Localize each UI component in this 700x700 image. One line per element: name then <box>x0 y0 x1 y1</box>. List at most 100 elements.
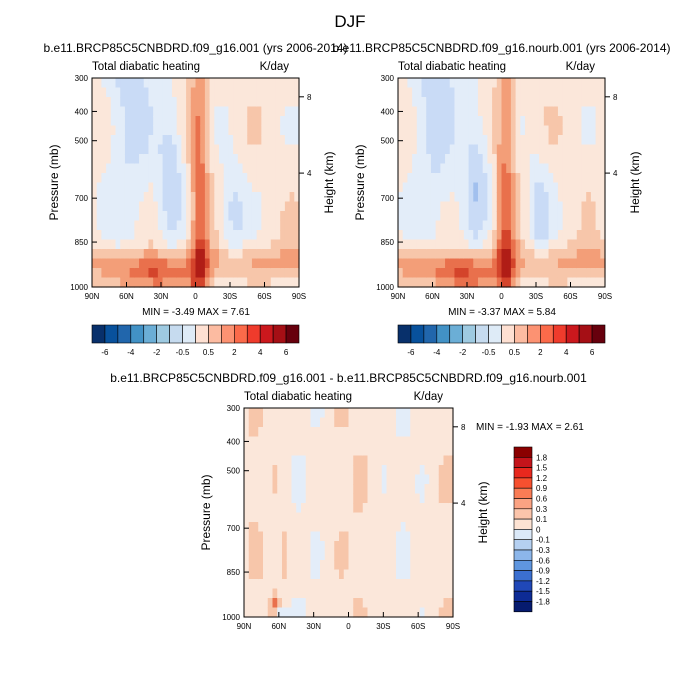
field-cell <box>410 408 416 419</box>
colorbar-box <box>513 590 533 602</box>
field-cell <box>310 474 316 485</box>
field-cell <box>415 579 421 590</box>
field-cell <box>353 569 359 580</box>
field-cell <box>294 78 300 89</box>
field-cell <box>129 220 135 231</box>
field-cell <box>429 484 435 495</box>
field-cell <box>377 408 383 419</box>
field-cell <box>101 97 107 108</box>
field-cell <box>438 503 445 514</box>
field-cell <box>410 579 416 590</box>
field-cell <box>405 503 411 514</box>
field-cell <box>253 493 259 504</box>
field-cell <box>204 201 211 212</box>
field-cell <box>353 417 359 428</box>
field-cell <box>195 192 201 203</box>
field-cell <box>362 503 369 514</box>
field-cell <box>219 163 225 174</box>
field-cell <box>101 173 107 184</box>
field-cell <box>372 550 378 561</box>
field-cell <box>367 484 373 495</box>
field-cell <box>410 474 416 485</box>
field-cell <box>291 531 297 542</box>
field-cell <box>171 78 178 89</box>
field-cell <box>214 201 220 212</box>
field-cell <box>426 277 432 288</box>
field-cell <box>186 135 192 146</box>
field-cell <box>277 408 283 419</box>
colorbar-box <box>513 580 533 592</box>
field-cell <box>214 268 220 279</box>
field-cell <box>415 522 421 533</box>
field-cell <box>115 154 121 165</box>
field-cell <box>148 87 154 98</box>
field-cell <box>367 522 373 533</box>
field-cell <box>381 607 388 618</box>
field-cell <box>305 598 312 609</box>
field-cell <box>353 607 359 618</box>
field-cell <box>120 258 126 269</box>
field-cell <box>286 484 293 495</box>
field-cell <box>367 541 373 552</box>
field-cell <box>167 125 173 136</box>
field-cell <box>253 598 259 609</box>
colorbar-label: 0.9 <box>536 484 548 493</box>
field-cell <box>219 249 225 260</box>
field-cell <box>219 230 225 241</box>
field-cell <box>253 484 259 495</box>
field-cell <box>305 588 312 599</box>
field-cell <box>320 607 326 618</box>
field-cell <box>176 135 182 146</box>
field-cell <box>305 493 312 504</box>
field-cell <box>106 239 112 250</box>
field-cell <box>214 182 220 193</box>
field-cell <box>233 192 239 203</box>
field-cell <box>510 78 517 89</box>
field-cell <box>421 125 427 136</box>
field-cell <box>329 531 335 542</box>
field-cell <box>454 173 460 184</box>
field-cell <box>139 78 145 89</box>
field-cell <box>270 163 277 174</box>
field-cell <box>324 541 331 552</box>
field-cell <box>134 154 140 165</box>
colorbar-box <box>513 518 533 530</box>
field-cell <box>434 588 440 599</box>
field-cell <box>296 417 302 428</box>
field-cell <box>143 125 150 136</box>
field-cell <box>430 154 437 165</box>
field-cell <box>438 607 445 618</box>
field-cell <box>412 182 418 193</box>
field-cell <box>270 258 277 269</box>
field-cell <box>576 201 583 212</box>
field-cell <box>424 503 430 514</box>
field-cell <box>291 560 297 571</box>
field-cell <box>534 192 540 203</box>
x-tick-label: 0 <box>346 622 351 631</box>
field-cell <box>244 484 250 495</box>
field-cell <box>334 408 340 419</box>
field-cell <box>258 436 264 447</box>
field-cell <box>372 427 378 438</box>
field-cell <box>124 268 131 279</box>
field-cell <box>445 135 451 146</box>
field-cell <box>510 230 517 241</box>
field-cell <box>529 230 536 241</box>
field-cell <box>263 569 269 580</box>
field-cell <box>477 106 484 117</box>
field-cell <box>430 135 437 146</box>
field-cell <box>284 97 291 108</box>
field-cell <box>277 455 283 466</box>
field-cell <box>143 154 150 165</box>
field-cell <box>280 116 286 127</box>
field-cell <box>543 135 550 146</box>
field-cell <box>101 163 107 174</box>
field-cell <box>473 249 479 260</box>
field-cell <box>487 154 493 165</box>
field-cell <box>510 116 517 127</box>
field-cell <box>562 135 568 146</box>
y-right-tick-label: 8 <box>461 423 466 432</box>
field-cell <box>272 417 278 428</box>
field-cell <box>228 163 234 174</box>
field-cell <box>167 249 173 260</box>
